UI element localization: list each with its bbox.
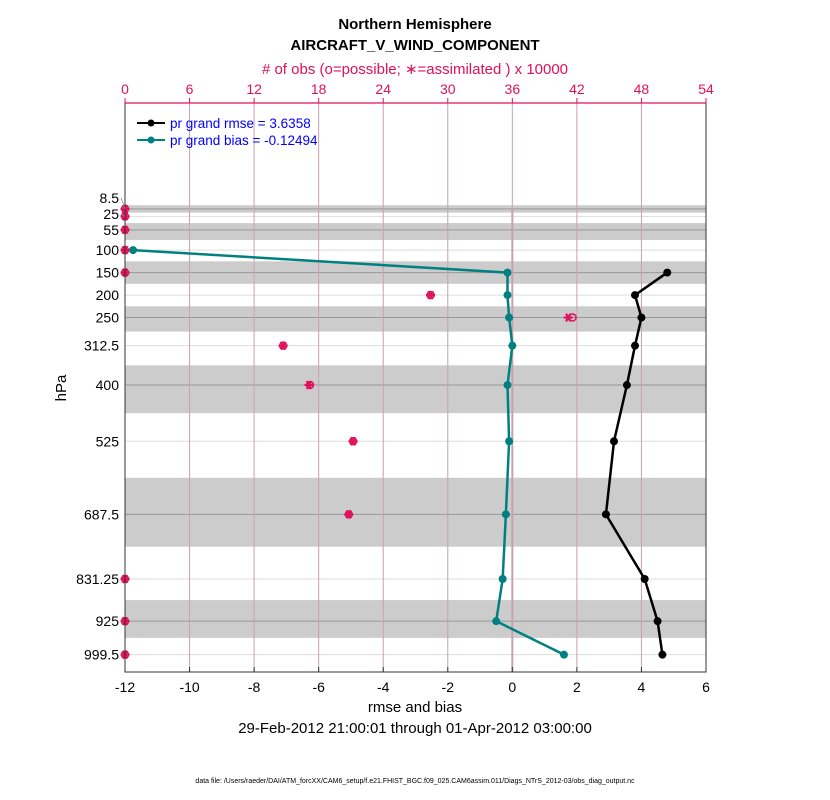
rmse-point (630, 341, 639, 350)
obs-assimilated-marker (278, 341, 288, 351)
x-tick-label: -4 (377, 679, 390, 695)
level-band (125, 365, 706, 414)
top-x-tick-label: 12 (246, 81, 262, 97)
y-axis-label: hPa (53, 374, 70, 401)
y-tick-label: 312.5 (84, 338, 119, 354)
rmse-point (658, 650, 667, 659)
legend: pr grand rmse = 3.6358 pr grand bias = -… (137, 116, 318, 148)
top-x-tick-label: 42 (569, 81, 585, 97)
y-tick-label: 831.25 (76, 571, 119, 587)
x-tick-label: 4 (638, 679, 646, 695)
rmse-point (622, 381, 631, 390)
bias-point (503, 381, 512, 390)
y-tick-label: 150 (96, 265, 120, 281)
bias-point (129, 246, 138, 255)
y-tick-label: 200 (96, 287, 120, 303)
bias-point (503, 268, 512, 277)
top-x-tick-label: 18 (311, 81, 327, 97)
y-tick-label: 250 (96, 310, 120, 326)
x-tick-label: 2 (573, 679, 581, 695)
bias-point (505, 313, 514, 322)
bias-point (559, 650, 568, 659)
x-tick-label: 0 (508, 679, 516, 695)
x-tick-label: -6 (312, 679, 325, 695)
bias-point (501, 510, 510, 519)
legend-rmse: pr grand rmse = 3.6358 (170, 116, 311, 131)
rmse-point (653, 617, 662, 626)
chart-title: Northern Hemisphere (338, 16, 491, 33)
bias-point (492, 617, 501, 626)
x-axis-label: rmse and bias (368, 699, 462, 716)
rmse-point (640, 575, 649, 584)
obs-assimilated-marker (426, 290, 436, 300)
rmse-point (601, 510, 610, 519)
y-tick-leader (120, 197, 126, 210)
x-tick-label: -10 (179, 679, 199, 695)
top-axis-label: # of obs (o=possible; ∗=assimilated ) x … (262, 61, 568, 78)
y-tick-label: 100 (96, 242, 120, 258)
bias-point (498, 575, 507, 584)
top-x-tick-label: 24 (375, 81, 391, 97)
obs-assimilated-marker (304, 380, 314, 390)
top-x-tick-label: 48 (634, 81, 650, 97)
top-x-tick-label: 36 (505, 81, 521, 97)
level-band (125, 600, 706, 638)
bias-point (505, 437, 514, 446)
x-tick-label: 6 (702, 679, 710, 695)
x-tick-label: -2 (442, 679, 455, 695)
y-tick-label: 55 (103, 222, 119, 238)
top-x-tick-label: 54 (698, 81, 714, 97)
obs-assimilated-marker (344, 509, 354, 519)
rmse-point (610, 437, 619, 446)
rmse-point (663, 268, 672, 277)
top-x-tick-label: 0 (121, 81, 129, 97)
date-range: 29-Feb-2012 21:00:01 through 01-Apr-2012… (238, 720, 592, 737)
rmse-line (604, 271, 668, 655)
obs-assimilated-marker (348, 436, 358, 446)
y-tick-leader (120, 213, 126, 217)
legend-bias-marker (147, 136, 155, 144)
rmse-point (630, 291, 639, 300)
top-x-tick-label: 30 (440, 81, 456, 97)
x-tick-label: -12 (115, 679, 135, 695)
y-tick-label: 525 (96, 433, 120, 449)
footer-datafile: data file: /Users/raeder/DAI/ATM_forcXX/… (195, 778, 635, 785)
level-band (125, 306, 706, 332)
y-tick-label: 400 (96, 377, 120, 393)
bias-point (508, 341, 517, 350)
level-band (125, 223, 706, 240)
y-tick-label: 687.5 (84, 506, 119, 522)
bias-point (503, 291, 512, 300)
obs-assimilated-marker (563, 313, 573, 323)
y-tick-label: 925 (96, 613, 120, 629)
top-x-tick-label: 6 (186, 81, 194, 97)
y-tick-label: 25 (103, 206, 119, 222)
y-tick-label: 999.5 (84, 647, 119, 663)
legend-rmse-marker (147, 119, 155, 127)
chart-subtitle: AIRCRAFT_V_WIND_COMPONENT (290, 37, 539, 54)
y-tick-label: 8.5 (100, 190, 120, 206)
legend-bias: pr grand bias = -0.12494 (170, 133, 318, 148)
rmse-point (637, 313, 646, 322)
x-tick-label: -8 (248, 679, 261, 695)
